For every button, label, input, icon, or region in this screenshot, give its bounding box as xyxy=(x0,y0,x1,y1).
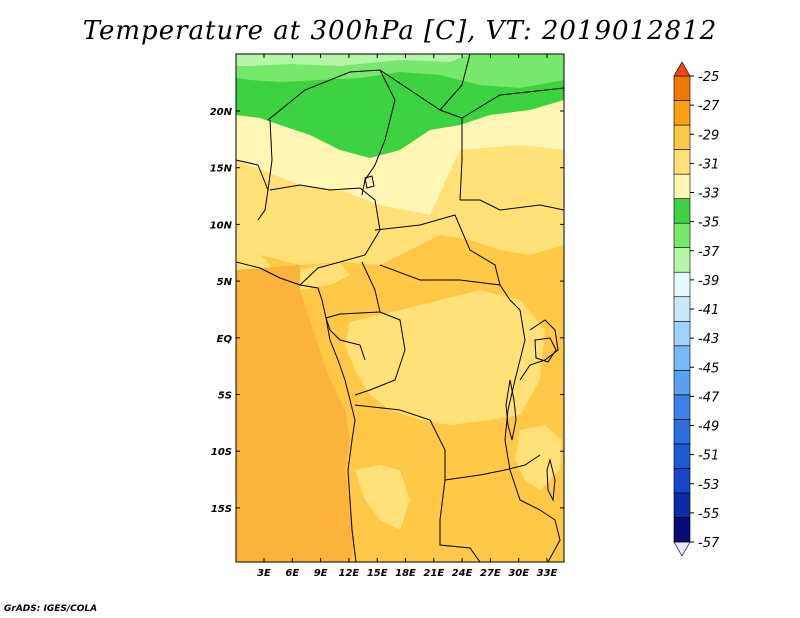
colorbar-label: -41 xyxy=(698,303,719,318)
border-north-3 xyxy=(461,87,564,119)
latitude-axis: 20N 15N 10N 5N EQ 5S 10S 15S xyxy=(210,107,564,515)
colorbar-box xyxy=(673,149,691,175)
border-mozambique xyxy=(519,499,561,562)
border-car xyxy=(379,264,521,311)
border-east-lakes xyxy=(519,319,559,381)
colorbar-label: -39 xyxy=(698,274,719,289)
band-minus-31-east xyxy=(515,425,562,490)
band-minus-31-central xyxy=(345,290,545,425)
lon-tick-label: 21E xyxy=(423,568,444,579)
band-minus-41 xyxy=(236,54,470,66)
colorbar-label: -45 xyxy=(698,361,719,376)
colorbar-label: -57 xyxy=(698,536,720,551)
lake-malawi xyxy=(546,458,556,502)
lon-tick-label: 9E xyxy=(314,568,328,579)
map-frame xyxy=(235,53,565,563)
map-title: Temperature at 300hPa [C], VT: 201901281… xyxy=(82,16,718,46)
colorbar-box xyxy=(673,492,691,518)
colorbar-box xyxy=(673,100,691,126)
colorbar-box xyxy=(673,370,691,396)
border-zambia xyxy=(444,454,541,481)
colorbar-box xyxy=(673,419,691,445)
colorbar-label: -29 xyxy=(698,128,719,143)
border-nigeria xyxy=(269,184,381,286)
colorbar-label: -49 xyxy=(698,420,719,435)
lat-tick-label: 10S xyxy=(211,447,232,458)
coastline xyxy=(236,261,357,562)
colorbar-label: -55 xyxy=(698,507,719,522)
colorbar-label: -35 xyxy=(698,216,719,231)
lon-tick-label: 3E xyxy=(257,568,271,579)
colorbar-box xyxy=(673,443,691,469)
colorbar-box xyxy=(673,247,691,273)
lon-tick-label: 6E xyxy=(285,568,299,579)
colorbar-label: -37 xyxy=(698,245,720,260)
border-north-1 xyxy=(267,69,396,196)
colorbar-bottom-arrow xyxy=(673,541,691,557)
lake-chad xyxy=(364,175,375,189)
border-west-2 xyxy=(236,159,269,191)
colorbar-top-arrow xyxy=(673,61,691,77)
border-chad-car xyxy=(374,214,501,286)
lon-tick-label: 33E xyxy=(537,568,558,579)
border-gabon xyxy=(325,317,366,361)
colorbar-box xyxy=(673,345,691,371)
lat-tick-label: 15S xyxy=(211,504,232,515)
band-minus-31-south xyxy=(355,465,410,530)
colorbar-box xyxy=(673,320,691,347)
lon-tick-label: 24E xyxy=(452,568,473,579)
colorbar-label: -53 xyxy=(698,478,719,493)
lat-tick-label: 15N xyxy=(210,164,233,175)
colorbar-label: -31 xyxy=(698,157,719,172)
lake-victoria xyxy=(534,337,557,363)
colorbar-label: -47 xyxy=(698,390,720,405)
lat-tick-label: 5S xyxy=(218,391,232,402)
colorbar-box xyxy=(673,517,691,543)
border-congo xyxy=(354,311,406,396)
colorbar-label: -25 xyxy=(698,70,719,85)
colorbar-box xyxy=(673,394,691,420)
colorbar-box xyxy=(673,124,691,150)
lon-tick-label: 27E xyxy=(480,568,501,579)
colorbar-label: -51 xyxy=(698,449,719,464)
colorbar-label: -33 xyxy=(698,187,719,202)
border-sudan xyxy=(460,199,564,211)
lat-tick-label: 10N xyxy=(210,220,233,231)
border-drc-east xyxy=(504,309,526,501)
colorbar-label: -27 xyxy=(698,99,720,114)
credit-text: GrADS: IGES/COLA xyxy=(4,604,98,614)
lon-tick-label: 18E xyxy=(395,568,416,579)
temperature-field xyxy=(236,54,564,562)
lat-tick-label: 5N xyxy=(217,277,233,288)
colorbar-box xyxy=(673,75,691,101)
country-borders xyxy=(236,54,564,562)
colorbar-box xyxy=(673,222,691,248)
band-minus-29 xyxy=(236,265,355,562)
lon-tick-label: 12E xyxy=(339,568,360,579)
lon-tick-label: 30E xyxy=(508,568,529,579)
colorbar-box xyxy=(673,198,691,224)
colorbar-box xyxy=(673,296,691,322)
band-minus-31-north xyxy=(236,145,564,265)
colorbar-box xyxy=(673,468,691,494)
lon-tick-label: 15E xyxy=(367,568,388,579)
lakes xyxy=(364,175,557,502)
colorbar-box xyxy=(673,173,691,199)
colorbar-label: -43 xyxy=(698,332,719,347)
border-north-4 xyxy=(439,54,471,111)
lake-tanganyika xyxy=(505,379,517,441)
colorbar: -25 -27 -29 -31 -33 -35 -37 -39 -41 -43 -45 -47 -49 -… xyxy=(673,61,720,557)
lat-tick-label: 20N xyxy=(210,107,233,118)
colorbar-box xyxy=(673,271,691,298)
longitude-axis: 3E 6E 9E 12E 15E 18E 21E 24E 27E 30E 33E xyxy=(257,54,558,579)
lat-tick-label: EQ xyxy=(217,334,233,345)
